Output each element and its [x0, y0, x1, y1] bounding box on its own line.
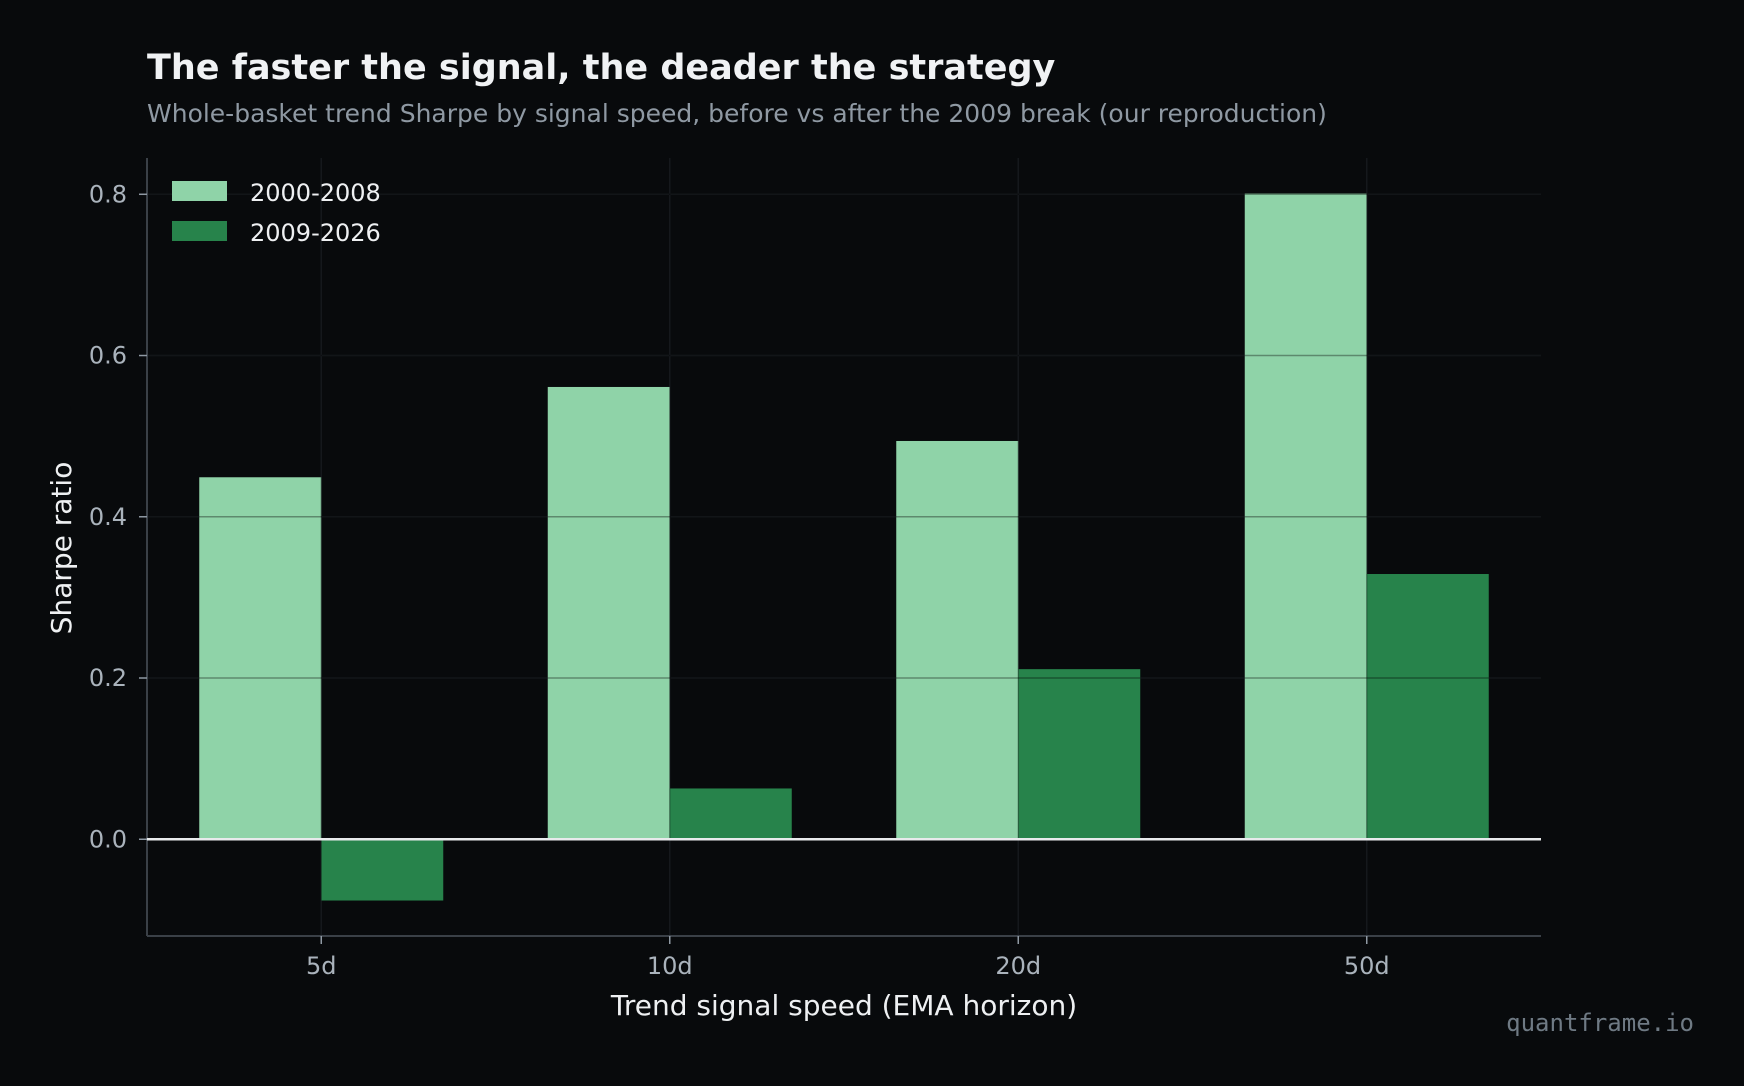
legend-label-2000-2008: 2000-2008 — [250, 179, 381, 207]
x-axis-label: Trend signal speed (EMA horizon) — [610, 989, 1077, 1022]
x-tick-label: 10d — [647, 952, 693, 980]
x-tick-label: 5d — [306, 952, 337, 980]
watermark: quantframe.io — [1506, 1009, 1694, 1037]
bar-2009-2026-5d — [321, 839, 444, 901]
bar-2009-2026-10d — [669, 788, 792, 840]
axes — [146, 158, 1541, 937]
bar-2000-2008-5d — [199, 477, 322, 840]
y-tick-label: 0.8 — [89, 180, 127, 208]
legend-swatch-2009-2026 — [172, 221, 227, 241]
bars — [147, 158, 1541, 936]
bar-2000-2008-50d — [1244, 193, 1367, 840]
bar-2009-2026-50d — [1366, 574, 1489, 840]
y-tick-label: 0.2 — [89, 664, 127, 692]
bar-2009-2026-20d — [1018, 669, 1141, 840]
y-tick-label: 0.4 — [89, 503, 127, 531]
legend-label-2009-2026: 2009-2026 — [250, 219, 381, 247]
y-axis-label: Sharpe ratio — [45, 462, 78, 635]
y-tick-label: 0.0 — [89, 825, 127, 853]
x-tick-label: 50d — [1344, 952, 1390, 980]
chart-subtitle: Whole-basket trend Sharpe by signal spee… — [147, 99, 1327, 128]
bar-2000-2008-10d — [547, 386, 670, 840]
ticks: 0.0 0.2 0.4 0.6 0.8 5d 10d 20d 50d — [89, 180, 1390, 980]
y-tick-label: 0.6 — [89, 342, 127, 370]
chart-title: The faster the signal, the deader the st… — [147, 48, 1056, 88]
bar-2000-2008-20d — [896, 440, 1019, 840]
x-tick-label: 20d — [995, 952, 1041, 980]
legend: 2000-2008 2009-2026 — [172, 179, 381, 247]
legend-swatch-2000-2008 — [172, 181, 227, 201]
